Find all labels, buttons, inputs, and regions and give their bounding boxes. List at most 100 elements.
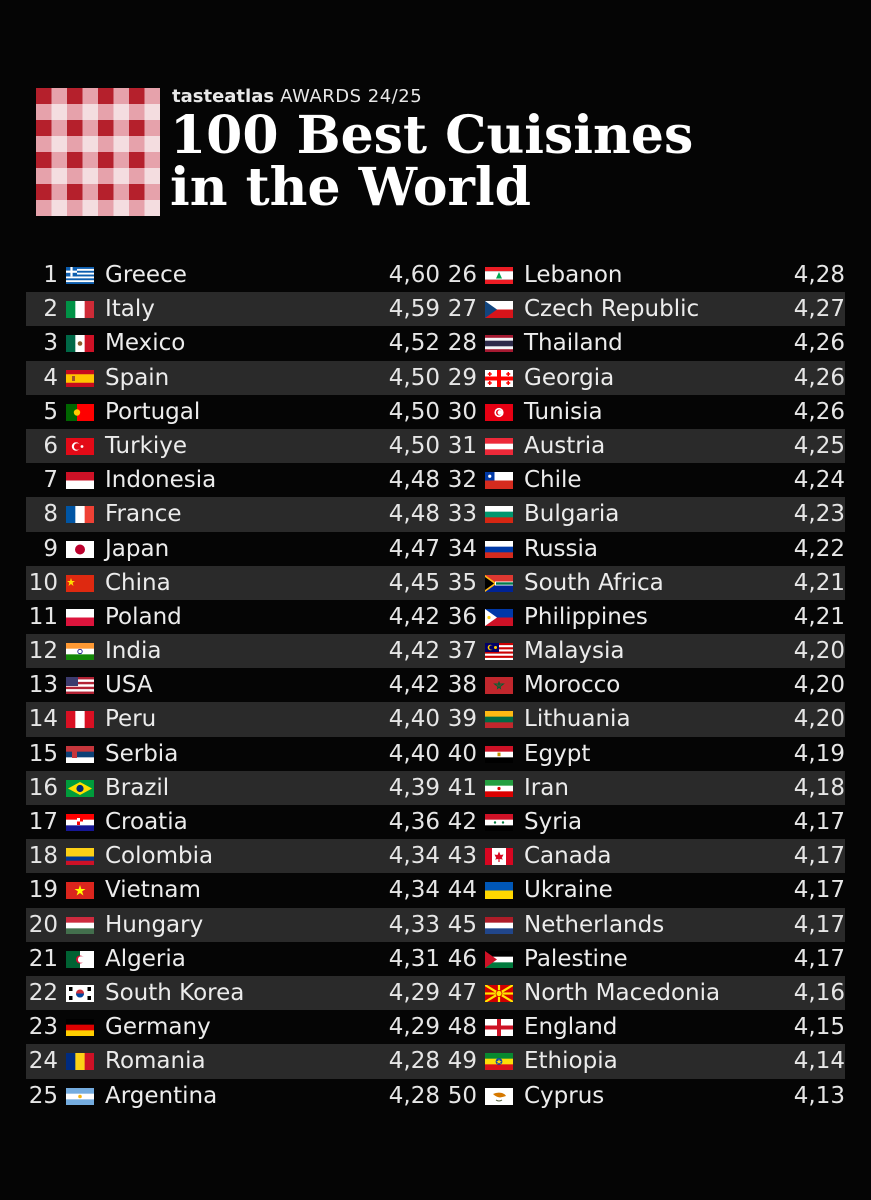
table-row: 35 South Africa 4,21 [445,565,845,600]
rank-number: 36 [447,603,477,630]
brazil-flag-icon [66,779,94,797]
rating-score: 4,23 [793,501,845,528]
table-row: 44 Ukraine 4,17 [445,873,845,907]
country-name: Germany [105,1014,211,1041]
table-row: 30 Tunisia 4,26 [445,395,845,429]
rank-number: 7 [43,467,58,494]
rating-score: 4,14 [793,1048,845,1075]
rating-score: 4,50 [388,398,440,425]
table-row: 7 Indonesia 4,48 [26,463,446,497]
georgia-flag-icon [485,369,513,387]
table-row: 25 Argentina 4,28 [26,1079,446,1113]
ethiopia-flag-icon [485,1053,513,1071]
table-row: 3 Mexico 4,52 [26,326,446,360]
rank-number: 44 [447,877,477,904]
brand-line: tasteatlas AWARDS 24/25 [172,86,422,107]
rating-score: 4,42 [388,603,440,630]
country-name: Chile [524,467,582,494]
country-name: Palestine [524,945,628,972]
rating-score: 4,28 [388,1082,440,1109]
rank-number: 5 [43,398,58,425]
rank-number: 42 [447,809,477,835]
table-row: 17 Croatia 4,36 [26,805,446,839]
table-row: 2 Italy 4,59 [26,292,446,327]
rank-number: 21 [28,945,58,972]
country-name: Algeria [105,945,186,972]
page-title: 100 Best Cuisines in the World [170,110,693,214]
rating-score: 4,17 [793,843,845,870]
rank-number: 47 [447,979,477,1006]
table-row: 38 Morocco 4,20 [445,668,845,702]
country-name: Malaysia [524,638,625,665]
tunisia-flag-icon [485,403,513,421]
table-row: 46 Palestine 4,17 [445,942,845,976]
rating-score: 4,28 [388,1048,440,1075]
table-row: 40 Egypt 4,19 [445,737,845,771]
rating-score: 4,25 [793,432,845,459]
rating-score: 4,17 [793,945,845,972]
lebanon-flag-icon [485,267,513,284]
north-macedonia-flag-icon [485,984,513,1002]
country-name: Netherlands [524,911,665,938]
country-name: Morocco [524,672,621,699]
rank-number: 3 [43,330,58,357]
rating-score: 4,24 [793,467,845,494]
table-row: 16 Brazil 4,39 [26,770,446,805]
table-row: 1 Greece 4,60 [26,258,446,292]
rank-number: 43 [447,843,477,870]
rating-score: 4,17 [793,911,845,938]
title-line-2: in the World [170,157,532,218]
country-name: Indonesia [105,467,217,494]
rating-score: 4,28 [793,262,845,288]
table-row: 33 Bulgaria 4,23 [445,497,845,532]
rank-number: 26 [447,262,477,288]
england-flag-icon [485,1019,513,1037]
rating-score: 4,29 [388,1014,440,1041]
netherlands-flag-icon [485,916,513,934]
rating-score: 4,27 [793,296,845,323]
rating-score: 4,59 [388,296,440,323]
country-name: Iran [524,774,569,801]
table-row: 20 Hungary 4,33 [26,907,446,942]
country-name: China [105,569,171,596]
rank-number: 49 [447,1048,477,1075]
ukraine-flag-icon [485,882,513,900]
ranking-column-right: 26 Lebanon 4,28 27 Czech Republic 4,27 28 Thail… [445,258,845,1113]
indonesia-flag-icon [66,472,94,490]
rank-number: 45 [447,911,477,938]
rating-score: 4,17 [793,877,845,904]
table-row: 49 Ethiopia 4,14 [445,1044,845,1079]
table-row: 21 Algeria 4,31 [26,942,446,976]
rank-number: 16 [28,774,58,801]
rating-score: 4,20 [793,706,845,733]
country-name: Colombia [105,843,214,870]
table-row: 41 Iran 4,18 [445,770,845,805]
rank-number: 10 [28,569,58,596]
rating-score: 4,42 [388,672,440,699]
country-name: Portugal [105,398,201,425]
rating-score: 4,19 [793,740,845,767]
rank-number: 2 [43,296,58,323]
colombia-flag-icon [66,848,94,866]
rank-number: 46 [447,945,477,972]
table-row: 6 Turkiye 4,50 [26,428,446,464]
rating-score: 4,16 [793,979,845,1006]
rating-score: 4,52 [388,330,440,357]
country-name: Turkiye [105,432,188,459]
table-row: 32 Chile 4,24 [445,463,845,497]
rank-number: 24 [28,1048,58,1075]
table-row: 14 Peru 4,40 [26,702,446,737]
country-name: Austria [524,432,606,459]
table-row: 8 France 4,48 [26,497,446,532]
portugal-flag-icon [66,403,94,421]
country-name: Italy [105,296,155,323]
table-row: 47 North Macedonia 4,16 [445,975,845,1011]
rank-number: 33 [447,501,477,528]
rank-number: 37 [447,638,477,665]
rank-number: 13 [28,672,58,699]
brand-awards: AWARDS 24/25 [280,86,423,107]
rating-score: 4,13 [793,1082,845,1109]
table-row: 45 Netherlands 4,17 [445,907,845,942]
rating-score: 4,20 [793,638,845,665]
palestine-flag-icon [485,950,513,968]
